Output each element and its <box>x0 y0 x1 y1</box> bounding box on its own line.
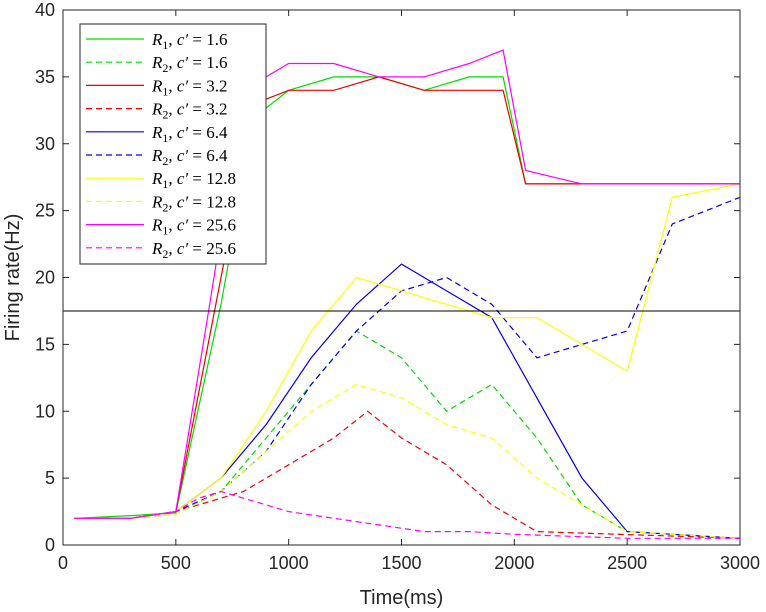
y-tick-label: 15 <box>35 334 55 354</box>
x-tick-label: 500 <box>161 553 191 573</box>
y-tick-label: 5 <box>45 468 55 488</box>
y-tick-label: 30 <box>35 134 55 154</box>
legend-label: R1, c′ = 25.6 <box>151 216 236 238</box>
x-tick-label: 1000 <box>269 553 309 573</box>
x-tick-label: 2000 <box>494 553 534 573</box>
legend-label: R2, c′ = 3.2 <box>151 100 228 122</box>
legend-label: R2, c′ = 12.8 <box>151 192 236 214</box>
y-tick-label: 25 <box>35 201 55 221</box>
x-tick-label: 2500 <box>607 553 647 573</box>
x-tick-label: 1500 <box>381 553 421 573</box>
y-tick-label: 0 <box>45 535 55 555</box>
x-tick-label: 3000 <box>720 553 760 573</box>
y-tick-label: 10 <box>35 401 55 421</box>
ticks-layer: 0 500 1000 1500 2000 2500 3000 0 5 10 15 20 25 30 35 40 <box>35 0 760 573</box>
series-line-9 <box>74 490 740 539</box>
legend-label: R2, c′ = 25.6 <box>151 239 236 261</box>
x-tick-label: 0 <box>58 553 68 573</box>
y-tick-label: 40 <box>35 0 55 20</box>
legend-label: R2, c′ = 6.4 <box>151 146 228 168</box>
series-line-7 <box>74 383 741 539</box>
legend-label: R1, c′ = 6.4 <box>151 123 228 145</box>
y-axis-label: Firing rate(Hz) <box>2 214 24 342</box>
series-line-8 <box>74 49 740 519</box>
series-line-2 <box>74 76 740 519</box>
x-axis-label: Time(ms) <box>360 587 444 609</box>
series-line-6 <box>74 183 741 519</box>
legend-label: R1, c′ = 3.2 <box>151 76 228 98</box>
legend-label: R1, c′ = 12.8 <box>151 169 236 191</box>
y-tick-label: 20 <box>35 268 55 288</box>
legend-label: R1, c′ = 1.6 <box>151 30 228 52</box>
legend-label: R2, c′ = 1.6 <box>151 53 228 75</box>
series-layer <box>74 49 741 539</box>
legend: R1, c′ = 1.6R2, c′ = 1.6R1, c′ = 3.2R2, … <box>79 23 267 265</box>
y-tick-label: 35 <box>35 67 55 87</box>
